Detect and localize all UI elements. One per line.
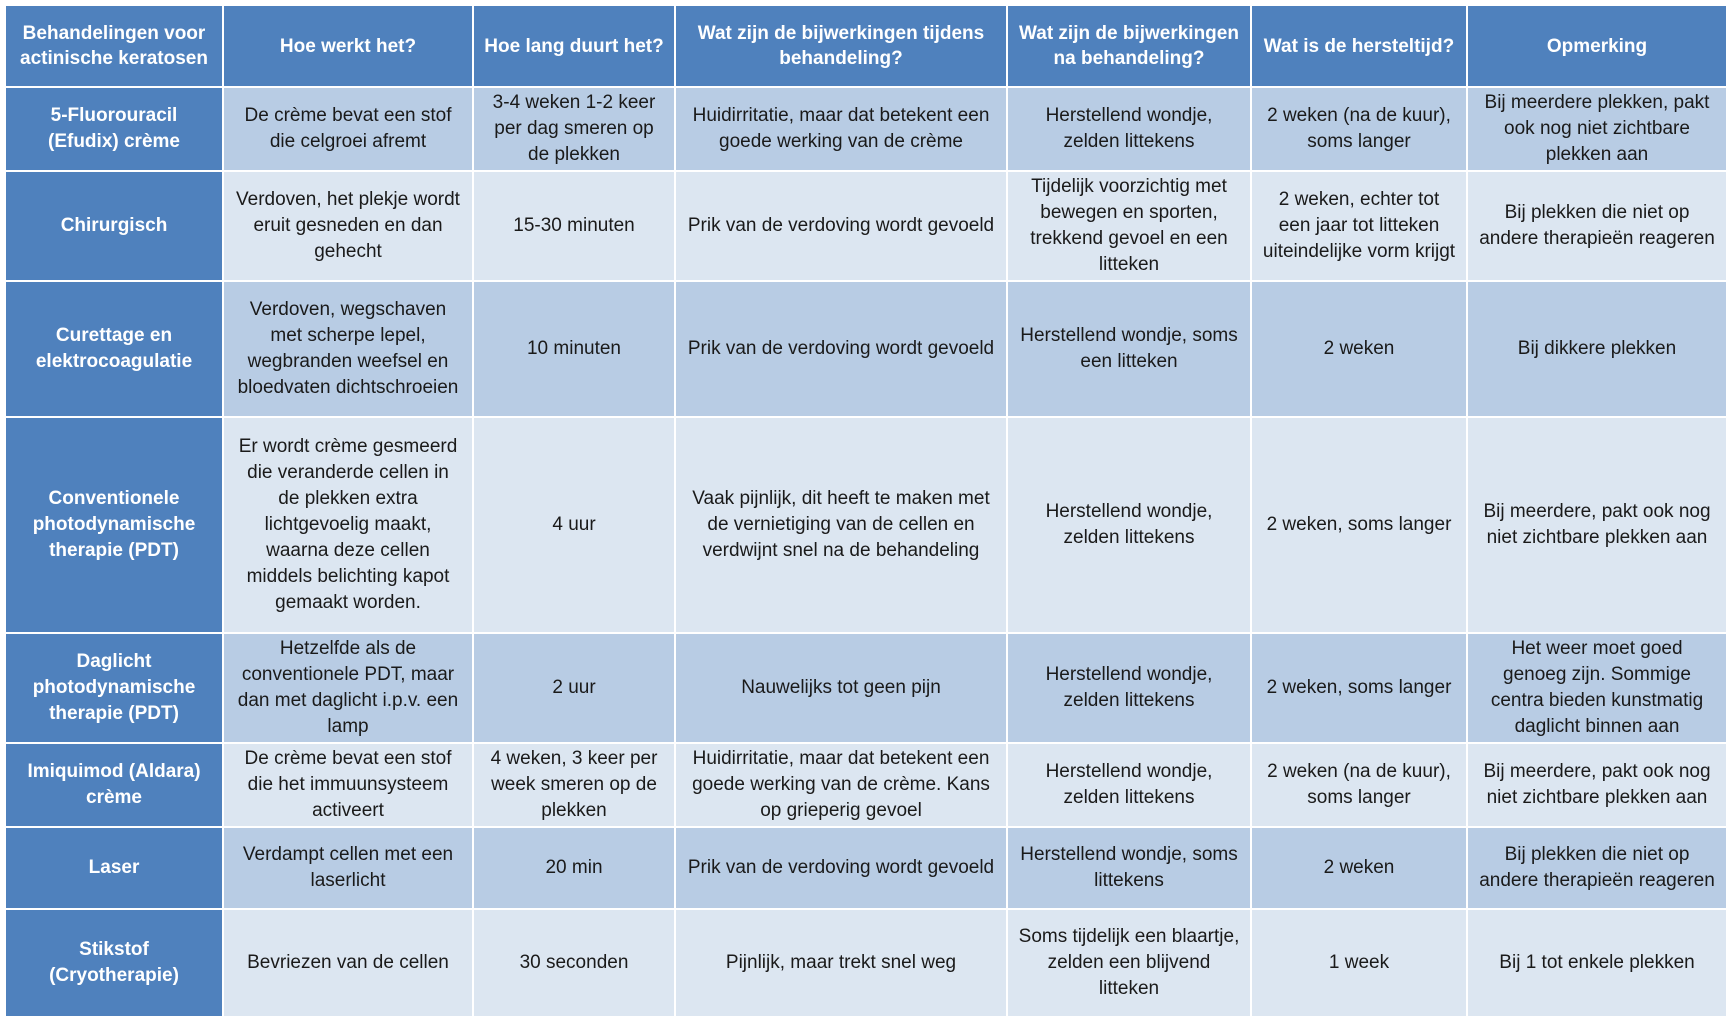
table-header: Behandelingen voor actinische keratosen …: [4, 4, 1728, 88]
remark-cell: Bij meerdere, pakt ook nog niet zichtbar…: [1466, 742, 1728, 828]
duration-cell: 15-30 minuten: [472, 170, 676, 282]
duration-cell: 4 weken, 3 keer per week smeren op de pl…: [472, 742, 676, 828]
treatment-name: Conventionele photodynamische therapie (…: [4, 416, 224, 634]
how-it-works-cell: De crème bevat een stof die het immuunsy…: [222, 742, 474, 828]
remark-cell: Bij meerdere plekken, pakt ook nog niet …: [1466, 86, 1728, 172]
recovery-time-cell: 2 weken (na de kuur), soms langer: [1250, 86, 1468, 172]
remark-cell: Bij 1 tot enkele plekken: [1466, 908, 1728, 1018]
how-it-works-cell: Verdampt cellen met een laserlicht: [222, 826, 474, 910]
header-side-effects-after: Wat zijn de bijwerkingen na behandeling?: [1006, 4, 1252, 88]
how-it-works-cell: De crème bevat een stof die celgroei afr…: [222, 86, 474, 172]
treatment-name: Laser: [4, 826, 224, 910]
side-effects-during-cell: Pijnlijk, maar trekt snel weg: [674, 908, 1008, 1018]
side-effects-after-cell: Soms tijdelijk een blaartje, zelden een …: [1006, 908, 1252, 1018]
side-effects-during-cell: Huidirritatie, maar dat betekent een goe…: [674, 742, 1008, 828]
duration-cell: 10 minuten: [472, 280, 676, 418]
table-row: Imiquimod (Aldara) crème De crème bevat …: [4, 742, 1728, 828]
remark-cell: Bij dikkere plekken: [1466, 280, 1728, 418]
table-row: 5-Fluorouracil (Efudix) crème De crème b…: [4, 86, 1728, 172]
duration-cell: 30 seconden: [472, 908, 676, 1018]
how-it-works-cell: Bevriezen van de cellen: [222, 908, 474, 1018]
how-it-works-cell: Er wordt crème gesmeerd die veranderde c…: [222, 416, 474, 634]
table-body: 5-Fluorouracil (Efudix) crème De crème b…: [4, 86, 1728, 1018]
header-side-effects-during: Wat zijn de bijwerkingen tijdens behande…: [674, 4, 1008, 88]
side-effects-during-cell: Huidirritatie, maar dat betekent een goe…: [674, 86, 1008, 172]
treatment-name: Imiquimod (Aldara) crème: [4, 742, 224, 828]
header-recovery-time: Wat is de hersteltijd?: [1250, 4, 1468, 88]
how-it-works-cell: Verdoven, wegschaven met scherpe lepel, …: [222, 280, 474, 418]
header-row: Behandelingen voor actinische keratosen …: [4, 4, 1728, 88]
recovery-time-cell: 2 weken, echter tot een jaar tot litteke…: [1250, 170, 1468, 282]
recovery-time-cell: 2 weken, soms langer: [1250, 632, 1468, 744]
side-effects-after-cell: Herstellend wondje, zelden littekens: [1006, 632, 1252, 744]
header-duration: Hoe lang duurt het?: [472, 4, 676, 88]
treatment-name: Stikstof (Cryotherapie): [4, 908, 224, 1018]
remark-cell: Het weer moet goed genoeg zijn. Sommige …: [1466, 632, 1728, 744]
recovery-time-cell: 1 week: [1250, 908, 1468, 1018]
treatment-name: Curettage en elektrocoagulatie: [4, 280, 224, 418]
duration-cell: 4 uur: [472, 416, 676, 634]
duration-cell: 2 uur: [472, 632, 676, 744]
side-effects-during-cell: Vaak pijnlijk, dit heeft te maken met de…: [674, 416, 1008, 634]
header-how-it-works: Hoe werkt het?: [222, 4, 474, 88]
recovery-time-cell: 2 weken: [1250, 280, 1468, 418]
table-row: Conventionele photodynamische therapie (…: [4, 416, 1728, 634]
duration-cell: 20 min: [472, 826, 676, 910]
remark-cell: Bij meerdere, pakt ook nog niet zichtbar…: [1466, 416, 1728, 634]
treatment-name: Daglicht photodynamische therapie (PDT): [4, 632, 224, 744]
table-row: Stikstof (Cryotherapie) Bevriezen van de…: [4, 908, 1728, 1018]
treatment-table-container: Behandelingen voor actinische keratosen …: [4, 4, 1728, 1018]
how-it-works-cell: Hetzelfde als de conventionele PDT, maar…: [222, 632, 474, 744]
side-effects-during-cell: Prik van de verdoving wordt gevoeld: [674, 280, 1008, 418]
duration-cell: 3-4 weken 1-2 keer per dag smeren op de …: [472, 86, 676, 172]
how-it-works-cell: Verdoven, het plekje wordt eruit gesnede…: [222, 170, 474, 282]
side-effects-after-cell: Herstellend wondje, soms littekens: [1006, 826, 1252, 910]
treatment-comparison-table: Behandelingen voor actinische keratosen …: [4, 4, 1728, 1018]
side-effects-after-cell: Tijdelijk voorzichtig met bewegen en spo…: [1006, 170, 1252, 282]
table-row: Daglicht photodynamische therapie (PDT) …: [4, 632, 1728, 744]
header-treatment: Behandelingen voor actinische keratosen: [4, 4, 224, 88]
table-row: Curettage en elektrocoagulatie Verdoven,…: [4, 280, 1728, 418]
table-row: Chirurgisch Verdoven, het plekje wordt e…: [4, 170, 1728, 282]
remark-cell: Bij plekken die niet op andere therapieë…: [1466, 826, 1728, 910]
side-effects-during-cell: Prik van de verdoving wordt gevoeld: [674, 826, 1008, 910]
recovery-time-cell: 2 weken: [1250, 826, 1468, 910]
side-effects-after-cell: Herstellend wondje, zelden littekens: [1006, 416, 1252, 634]
side-effects-after-cell: Herstellend wondje, zelden littekens: [1006, 742, 1252, 828]
recovery-time-cell: 2 weken (na de kuur), soms langer: [1250, 742, 1468, 828]
treatment-name: Chirurgisch: [4, 170, 224, 282]
header-remark: Opmerking: [1466, 4, 1728, 88]
table-row: Laser Verdampt cellen met een laserlicht…: [4, 826, 1728, 910]
treatment-name: 5-Fluorouracil (Efudix) crème: [4, 86, 224, 172]
side-effects-during-cell: Prik van de verdoving wordt gevoeld: [674, 170, 1008, 282]
remark-cell: Bij plekken die niet op andere therapieë…: [1466, 170, 1728, 282]
recovery-time-cell: 2 weken, soms langer: [1250, 416, 1468, 634]
side-effects-after-cell: Herstellend wondje, soms een litteken: [1006, 280, 1252, 418]
side-effects-after-cell: Herstellend wondje, zelden littekens: [1006, 86, 1252, 172]
side-effects-during-cell: Nauwelijks tot geen pijn: [674, 632, 1008, 744]
side-effects-after-text: Soms tijdelijk een blaartje, zelden een …: [1018, 926, 1240, 999]
